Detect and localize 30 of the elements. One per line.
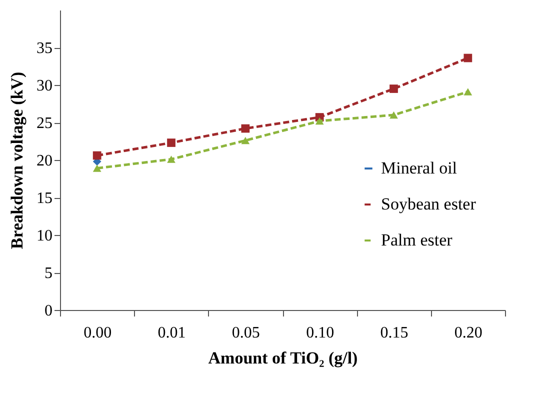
point [92, 164, 102, 172]
x-tick-label: 0.01 [158, 324, 186, 342]
y-tick-label: 30 [36, 78, 52, 94]
legend-label: Palm ester [381, 230, 453, 250]
point [167, 138, 176, 147]
y-tick-label: 35 [36, 40, 52, 57]
point [390, 84, 398, 93]
legend-label: Soybean ester [381, 194, 476, 214]
point [241, 124, 250, 133]
y-axis-title: Breakdown voltage (kV) [8, 72, 26, 250]
x-tick-label: 0.10 [306, 324, 334, 342]
x-axis-title: Amount of TiO₂ (g/l) [208, 348, 358, 368]
y-tick-label: 0 [44, 302, 52, 320]
legend-label: Mineral oil [381, 158, 458, 178]
y-tick-label: 25 [36, 115, 52, 132]
y-tick-label: 20 [36, 152, 52, 170]
point [390, 111, 398, 119]
point [241, 136, 250, 144]
point [464, 54, 472, 62]
x-tick-label: 0.20 [454, 324, 482, 342]
y-tick-label: 15 [36, 190, 52, 207]
y-tick-label: 10 [36, 228, 52, 244]
point [92, 151, 102, 160]
y-tick-label: 5 [44, 265, 52, 282]
point [167, 156, 176, 163]
x-tick-label: 0.05 [232, 324, 260, 342]
point [464, 88, 472, 96]
x-tick-label: 0.15 [380, 324, 408, 342]
point [315, 117, 324, 125]
x-tick-label: 0.00 [84, 324, 112, 342]
